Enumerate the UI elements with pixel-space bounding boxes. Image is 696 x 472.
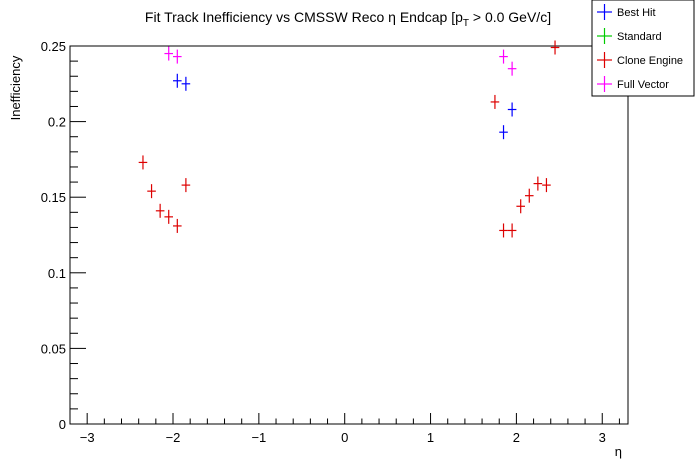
- data-point: [155, 203, 165, 218]
- y-tick-label: 0.25: [41, 39, 66, 54]
- y-tick-label: 0: [59, 417, 66, 432]
- legend-entry: Clone Engine: [597, 52, 683, 68]
- x-tick-label: −3: [80, 430, 95, 445]
- data-point: [507, 102, 517, 117]
- data-point: [550, 40, 560, 55]
- legend-label: Standard: [617, 31, 662, 43]
- x-axis-label: η: [615, 444, 622, 459]
- x-tick-label: −2: [166, 430, 181, 445]
- data-point: [490, 94, 500, 109]
- legend-entry: Standard: [597, 28, 662, 44]
- legend-label: Clone Engine: [617, 55, 683, 67]
- data-point: [181, 76, 191, 91]
- y-tick-label: 0.05: [41, 341, 66, 356]
- legend-entry: Full Vector: [597, 76, 669, 92]
- legend-entries: Best Hit Standard Clone Engine Full Vector: [597, 4, 683, 92]
- legend-label: Full Vector: [617, 79, 669, 91]
- x-tick-label: 1: [427, 430, 434, 445]
- x-tick-label: 2: [513, 430, 520, 445]
- data-point: [507, 61, 517, 76]
- legend-label: Best Hit: [617, 7, 656, 19]
- data-point: [499, 49, 508, 64]
- y-axis-label: Inefficiency: [8, 55, 23, 120]
- data-point: [164, 209, 174, 224]
- y-tick-label: 0.2: [48, 115, 66, 130]
- data-point: [173, 218, 182, 233]
- data-point: [164, 46, 174, 61]
- data-point: [516, 199, 525, 214]
- data-point: [173, 73, 182, 88]
- x-tick-label: 0: [341, 430, 348, 445]
- legend-box: [591, 0, 695, 97]
- data-point: [181, 178, 191, 193]
- plot-frame: [69, 45, 629, 425]
- y-tick-label: 0.1: [48, 266, 66, 281]
- data-point: [173, 49, 182, 64]
- data-point: [138, 155, 148, 170]
- x-tick-label: −1: [251, 430, 266, 445]
- chart-title: Fit Track Inefficiency vs CMSSW Reco η E…: [145, 9, 551, 29]
- data-point: [499, 125, 508, 140]
- data-point: [499, 223, 508, 238]
- data-point: [147, 184, 156, 199]
- data-point: [542, 178, 551, 193]
- legend: Best Hit Standard Clone Engine Full Vector: [591, 0, 695, 97]
- legend-entry: Best Hit: [597, 4, 656, 20]
- data-points: [138, 40, 560, 238]
- data-point: [507, 223, 517, 238]
- x-tick-label: 3: [599, 430, 606, 445]
- y-tick-label: 0.15: [41, 190, 66, 205]
- data-point: [524, 188, 534, 203]
- data-point: [533, 176, 543, 191]
- axes: −3 −2 −1 0 1 2 3 0 0.05 0.1 0.15 0.2 0.25: [41, 39, 629, 445]
